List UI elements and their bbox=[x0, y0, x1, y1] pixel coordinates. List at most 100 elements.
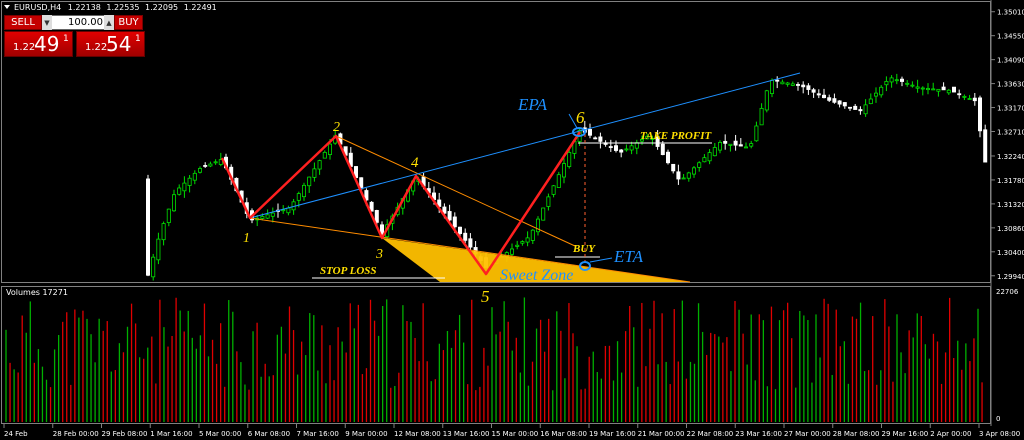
time-tick-label: 5 Mar 00:00 bbox=[199, 430, 241, 438]
candle-body bbox=[801, 84, 806, 88]
time-tick-label: 28 Mar 08:00 bbox=[833, 430, 880, 438]
price-tick-label: 1.31780 bbox=[997, 177, 1024, 185]
chart-menu-icon[interactable] bbox=[4, 5, 10, 9]
lot-increase-icon[interactable]: ▲ bbox=[104, 15, 114, 30]
candle-body bbox=[967, 98, 972, 100]
candle-body bbox=[379, 224, 384, 234]
candle-body bbox=[733, 140, 738, 146]
candle-body bbox=[562, 163, 567, 178]
sweet-zone-label: Sweet Zone bbox=[500, 267, 573, 284]
time-tick-label: 1 Mar 16:00 bbox=[150, 430, 192, 438]
candle-body bbox=[868, 98, 873, 105]
candle-body bbox=[785, 82, 790, 85]
time-tick-label: 16 Mar 08:00 bbox=[540, 430, 587, 438]
candle-body bbox=[915, 86, 920, 89]
epa-label: EPA bbox=[517, 95, 548, 114]
one-click-trading-panel: SELL 100.00 ▼ ▲ BUY 1.22 49 1 1.22 54 1 bbox=[4, 15, 145, 57]
wave-zigzag bbox=[220, 131, 582, 276]
candle-body bbox=[640, 139, 645, 142]
candle-body bbox=[660, 143, 665, 156]
candle-body bbox=[509, 248, 514, 255]
trend-line bbox=[249, 72, 801, 219]
candle-body bbox=[452, 216, 457, 228]
buy-price-box[interactable]: 1.22 54 1 bbox=[76, 31, 145, 57]
candle-body bbox=[457, 226, 462, 234]
candle-body bbox=[697, 162, 702, 168]
candle-body bbox=[702, 157, 707, 163]
candle-body bbox=[197, 168, 202, 173]
candle-body bbox=[655, 136, 660, 147]
take-profit-label: TAKE PROFIT bbox=[640, 130, 712, 142]
candle-body bbox=[842, 102, 847, 107]
candle-body bbox=[832, 98, 837, 103]
candle-body bbox=[463, 232, 468, 241]
time-tick-label: 7 Mar 16:00 bbox=[297, 430, 339, 438]
candle-body bbox=[770, 79, 775, 94]
candle-body bbox=[187, 177, 192, 186]
candle-body bbox=[749, 143, 754, 147]
epa-circle bbox=[572, 127, 586, 137]
candle-body bbox=[541, 207, 546, 221]
candle-body bbox=[374, 210, 379, 223]
candle-body bbox=[978, 97, 983, 132]
candle-body bbox=[754, 125, 759, 142]
candle-body bbox=[894, 79, 899, 82]
candle-body bbox=[806, 85, 811, 90]
candle-body bbox=[780, 81, 785, 85]
candle-body bbox=[905, 82, 910, 85]
candle-body bbox=[161, 223, 166, 241]
price-tick-label: 1.33170 bbox=[997, 105, 1024, 113]
sell-price-box[interactable]: 1.22 49 1 bbox=[4, 31, 73, 57]
time-tick-label: 12 Mar 08:00 bbox=[394, 430, 441, 438]
candle-body bbox=[166, 208, 171, 223]
candle-body bbox=[972, 97, 977, 102]
price-tick-label: 1.31320 bbox=[997, 201, 1024, 209]
candle-body bbox=[816, 93, 821, 96]
candle-body bbox=[151, 256, 156, 278]
candle-body bbox=[588, 129, 593, 136]
time-tick-label: 29 Mar 16:00 bbox=[882, 430, 929, 438]
candle-body bbox=[941, 86, 946, 91]
candle-body bbox=[910, 84, 915, 87]
wave-label-5: 5 bbox=[481, 287, 490, 306]
candle-body bbox=[931, 88, 936, 91]
lot-decrease-icon[interactable]: ▼ bbox=[42, 15, 52, 30]
candle-body bbox=[936, 88, 941, 92]
candle-body bbox=[874, 92, 879, 97]
candle-body bbox=[265, 214, 270, 219]
candle-body bbox=[156, 238, 161, 261]
candle-body bbox=[759, 107, 764, 126]
sell-button[interactable]: SELL bbox=[4, 15, 42, 30]
candle-body bbox=[614, 145, 619, 151]
wave-label-3: 3 bbox=[375, 247, 383, 262]
candle-body bbox=[692, 167, 697, 175]
candle-body bbox=[920, 87, 925, 90]
candle-body bbox=[764, 90, 769, 111]
candle-body bbox=[728, 143, 733, 146]
candle-body bbox=[447, 211, 452, 221]
stop-loss-label: STOP LOSS bbox=[320, 265, 377, 277]
candle-body bbox=[546, 196, 551, 207]
price-tick-label: 1.29940 bbox=[997, 273, 1024, 281]
candle-body bbox=[307, 176, 312, 187]
time-tick-label: 28 Feb 00:00 bbox=[53, 430, 99, 438]
candle-body bbox=[738, 144, 743, 147]
candle-body bbox=[650, 137, 655, 140]
candle-body bbox=[848, 106, 853, 109]
candle-body bbox=[645, 135, 650, 140]
candle-body bbox=[790, 83, 795, 86]
time-tick-label: 23 Mar 16:00 bbox=[735, 430, 782, 438]
candle-body bbox=[593, 137, 598, 140]
candle-body bbox=[442, 206, 447, 214]
candle-body bbox=[218, 159, 223, 165]
candle-body bbox=[983, 129, 988, 163]
candle-body bbox=[962, 95, 967, 98]
buy-label: BUY bbox=[572, 243, 596, 255]
candle-body bbox=[879, 86, 884, 96]
candle-body bbox=[707, 152, 712, 162]
candle-body bbox=[208, 163, 213, 167]
buy-button[interactable]: BUY bbox=[114, 15, 143, 30]
candle-body bbox=[364, 190, 369, 201]
candle-body bbox=[723, 140, 728, 144]
